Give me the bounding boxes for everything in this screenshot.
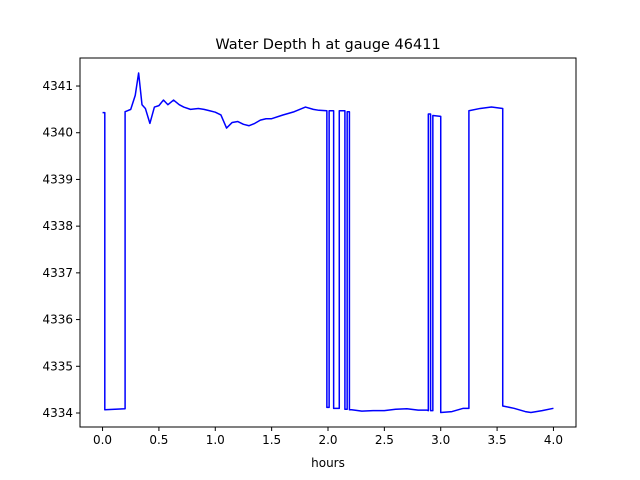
x-tick-label: 2.5: [375, 433, 394, 447]
x-tick-label: 4.0: [544, 433, 563, 447]
x-tick-label: 0.5: [149, 433, 168, 447]
x-tick-label: 1.0: [206, 433, 225, 447]
x-tick-label: 1.5: [262, 433, 281, 447]
y-axis-ticks: 4334 4335 4336 4337 4338 4339 4340 4341: [42, 79, 80, 420]
y-tick-label: 4341: [42, 79, 73, 93]
y-tick-label: 4335: [42, 359, 73, 373]
chart-title: Water Depth h at gauge 46411: [215, 37, 440, 53]
x-tick-label: 3.0: [431, 433, 450, 447]
y-tick-label: 4334: [42, 406, 73, 420]
x-tick-label: 3.5: [488, 433, 507, 447]
y-tick-label: 4340: [42, 126, 73, 140]
x-tick-label: 2.0: [318, 433, 337, 447]
plot-area: [102, 72, 554, 414]
x-axis-ticks: 0.0 0.5 1.0 1.5 2.0 2.5 3.0 3.5 4.0: [93, 427, 563, 447]
series-line: [102, 72, 554, 414]
x-axis-label: hours: [311, 456, 345, 470]
plot-frame: [79, 57, 577, 428]
x-tick-label: 0.0: [93, 433, 112, 447]
y-tick-label: 4338: [42, 219, 73, 233]
y-tick-label: 4337: [42, 266, 73, 280]
y-tick-label: 4339: [42, 172, 73, 186]
y-tick-label: 4336: [42, 313, 73, 327]
